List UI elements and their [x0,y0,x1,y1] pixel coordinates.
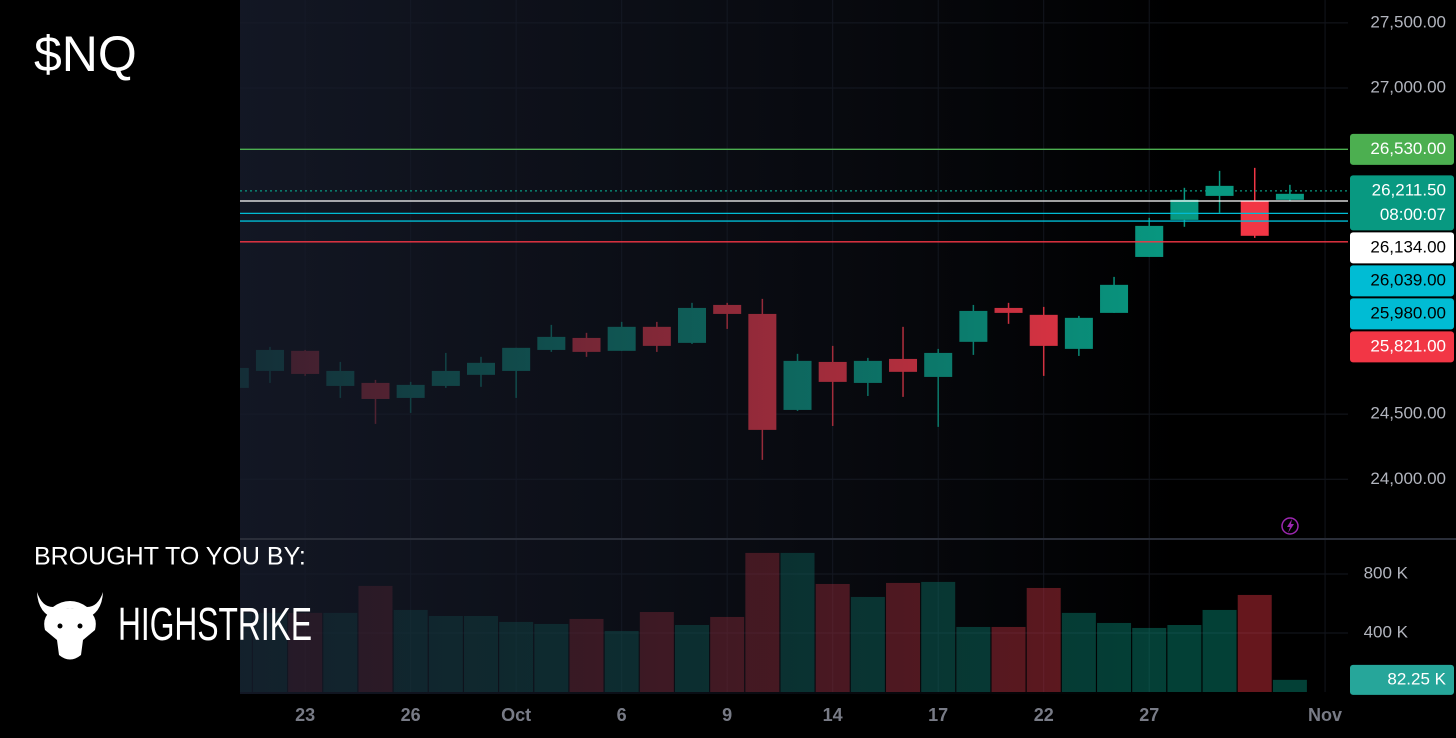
candle-body [959,310,988,342]
volume-bar [1061,612,1096,692]
candle-body [994,307,1023,313]
volume-bar [886,582,921,692]
volume-bar [675,625,710,692]
volume-bar [1272,679,1307,692]
alert-icon [1281,517,1299,535]
volume-bar [499,621,534,692]
candle-body [889,358,918,372]
candle-body [537,336,566,350]
volume-label-box [1350,664,1454,695]
price-label: 26,039.00 [1370,270,1446,289]
x-tick-label: 14 [823,705,843,725]
x-tick-label: 6 [617,705,627,725]
volume-bar [1132,627,1167,692]
volume-bar [991,626,1026,692]
volume-bar [463,616,498,692]
volume-bar [604,630,639,692]
candle-body [1029,314,1058,346]
countdown-label: 08:00:07 [1380,205,1446,224]
x-tick-label: Oct [501,705,531,725]
price-lines [240,148,1348,243]
candle-body [1064,317,1093,349]
volume-bar [639,612,674,692]
volume-bar [1167,625,1202,692]
candle-body [572,337,601,352]
volume-bar [921,581,956,692]
price-label: 26,211.50 [1372,180,1446,199]
candle-body [853,360,882,383]
candle-body [607,326,636,351]
x-tick-label: 22 [1034,705,1054,725]
price-label: 26,134.00 [1370,237,1446,256]
volume-bar [358,585,393,692]
volume-tick-label: 400 K [1364,622,1409,641]
volume-bar [323,612,358,692]
candle-body [291,350,320,374]
candle-body [713,304,742,314]
y-tick-label: 24,000.00 [1370,469,1446,488]
candle-body [255,349,284,371]
volume-bar [1202,609,1237,692]
volume-bar [815,583,850,692]
volume-tick-label: 800 K [1364,563,1409,582]
candle-body [1275,193,1304,200]
candle-body [326,370,355,386]
candle-body [818,361,847,382]
price-label-box [1350,133,1454,165]
axis-labels: 24,000.00 24,500.00 27,000.00 27,500.00 400 … [1350,12,1454,695]
volume-bar [569,618,604,692]
candle-body [642,326,671,346]
x-tick-label: 23 [295,705,315,725]
price-label: 25,821.00 [1370,336,1446,355]
x-tick-label: 9 [722,705,732,725]
y-tick-label: 27,500.00 [1370,12,1446,31]
price-label-box [1350,298,1454,330]
candle-body [1205,185,1234,196]
candle-body [361,382,390,399]
volume-bar [956,626,991,692]
candle-body [431,370,460,386]
candle-body [396,384,425,398]
candle-body [783,360,812,410]
candle-body [466,362,495,375]
volume-bar [393,609,428,692]
price-label-box [1350,232,1454,264]
x-tick-label: 17 [928,705,948,725]
brand-logo [37,592,103,660]
price-label: 26,530.00 [1370,139,1446,158]
price-label-box [1350,331,1454,363]
x-tick-label: 26 [401,705,421,725]
volume-bar [534,623,569,692]
candle-body [1240,200,1269,236]
candle-body [924,352,953,377]
chart-title: $NQ [34,26,137,82]
volume-bar [1237,594,1272,692]
candle-body [1170,199,1199,220]
price-label-box [1350,265,1454,297]
volume-bar [780,552,815,692]
price-label-box [1350,175,1454,231]
y-tick-label: 27,000.00 [1370,78,1446,97]
x-tick-label: 27 [1139,705,1159,725]
candle-body [748,313,777,430]
volume-bar [1097,622,1132,692]
volume-bar [745,552,780,692]
volume-bar [710,616,745,692]
brand-caption: BROUGHT TO YOU BY: [34,543,306,571]
candle-body [502,347,531,371]
volume-value-label: 82.25 K [1387,669,1446,688]
candle-body [1100,284,1129,313]
volume-bar [850,596,885,692]
price-label: 25,980.00 [1370,303,1446,322]
volume-bar [1026,587,1061,692]
y-tick-label: 24,500.00 [1370,404,1446,423]
volume-bar [428,616,463,692]
candle-body [678,307,707,343]
x-tick-label: Nov [1308,705,1342,725]
brand-name: HIGHSTRIKE [118,598,312,650]
